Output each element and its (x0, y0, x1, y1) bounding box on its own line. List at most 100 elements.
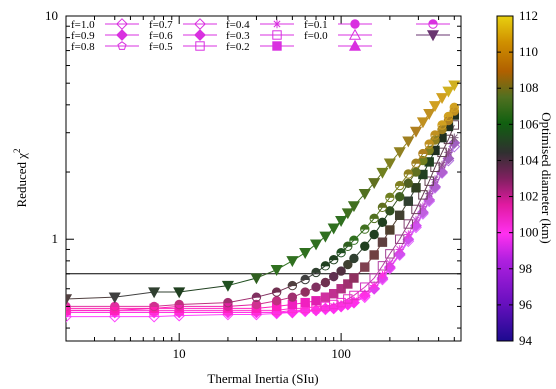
data-point (250, 273, 263, 285)
data-point (108, 292, 121, 304)
legend: f=1.0f=0.9f=0.8 f=0.7f=0.6f=0.5 f=0.4f=0.3… (71, 18, 450, 53)
data-series (66, 80, 461, 323)
data-point (385, 206, 395, 216)
series-segment (399, 223, 409, 240)
colorbar-tick-label: 106 (519, 116, 539, 131)
axis-ticks: 10 100 1 10 (45, 8, 461, 361)
data-point (369, 250, 379, 260)
series-segment (154, 315, 180, 318)
colorbar-tick-label: 108 (519, 80, 539, 95)
series-s7 (66, 102, 459, 312)
data-point (66, 294, 73, 306)
data-point (411, 215, 421, 225)
data-point (336, 297, 346, 308)
data-point (311, 267, 321, 278)
data-point (403, 219, 414, 229)
data-point (404, 230, 413, 239)
data-point (286, 256, 299, 268)
data-point (173, 287, 186, 299)
legend-label: f=0.9 (71, 30, 95, 42)
data-point (378, 270, 387, 280)
data-point (327, 223, 340, 235)
data-point (349, 253, 359, 264)
data-point (311, 296, 321, 306)
series-s2 (66, 137, 461, 319)
data-point (341, 208, 354, 220)
data-point (320, 277, 331, 288)
data-point (148, 287, 161, 299)
series-segment (347, 295, 355, 300)
data-point (443, 111, 454, 122)
data-point (329, 271, 339, 282)
data-point (272, 41, 282, 51)
data-point (394, 234, 405, 244)
data-point (117, 41, 127, 50)
data-point (426, 30, 440, 42)
data-point (343, 241, 353, 251)
data-point (349, 273, 359, 283)
legend-item (416, 19, 450, 29)
data-point (347, 201, 360, 213)
data-point (394, 192, 405, 202)
data-point (402, 136, 415, 148)
series-segment (441, 152, 449, 166)
data-point (320, 292, 331, 302)
legend-item: f=0.6 (149, 29, 217, 42)
data-point (393, 247, 406, 260)
legend-label: f=0.0 (304, 30, 328, 42)
data-point (336, 284, 346, 294)
data-point (411, 183, 421, 193)
series-s8 (66, 80, 461, 306)
data-point (270, 265, 283, 276)
colorbar: 94 96 98 100 102 104 106 108 110 112 (496, 8, 539, 348)
data-point (411, 167, 421, 177)
data-point (348, 39, 362, 51)
data-point (223, 297, 233, 308)
series-segment (66, 296, 115, 300)
series-segment (179, 285, 228, 293)
data-point (343, 259, 353, 270)
data-point (300, 297, 310, 308)
data-point (377, 237, 388, 247)
series-segment (382, 253, 391, 267)
data-point (349, 290, 359, 301)
series-s3 (66, 133, 459, 317)
data-point (329, 299, 339, 310)
series-segment (447, 124, 455, 140)
series-segment (227, 277, 257, 287)
data-point (360, 241, 370, 251)
series-segment (428, 179, 436, 194)
x-axis-label: Thermal Inertia (SIu) (207, 371, 318, 386)
data-point (418, 190, 428, 200)
data-point (393, 147, 406, 159)
data-point (437, 120, 447, 130)
data-point (385, 225, 395, 235)
series-segment (353, 286, 366, 296)
plot-border (65, 15, 462, 342)
data-point (300, 274, 310, 285)
data-point (360, 289, 369, 298)
data-point (271, 296, 282, 306)
legend-label: f=0.7 (149, 19, 173, 31)
legend-label: f=0.2 (226, 41, 250, 53)
data-point (174, 299, 184, 310)
data-point (430, 162, 440, 172)
data-point (424, 139, 434, 149)
legend-label: f=0.8 (71, 41, 95, 53)
legend-item: f=0.1 (304, 19, 372, 31)
series-segment (114, 291, 155, 298)
series-segment (373, 265, 383, 279)
data-point (271, 287, 282, 297)
data-point (311, 282, 321, 292)
data-point (403, 169, 414, 179)
series-segment (434, 164, 443, 180)
data-point (411, 204, 421, 215)
series-segment (340, 298, 349, 304)
legend-label: f=0.6 (149, 30, 173, 42)
legend-item: f=0.3 (226, 30, 294, 42)
x-tick-label: 100 (331, 346, 351, 361)
series-s5 (66, 110, 459, 316)
data-point (376, 167, 389, 179)
data-point (336, 248, 346, 258)
data-point (368, 178, 381, 190)
